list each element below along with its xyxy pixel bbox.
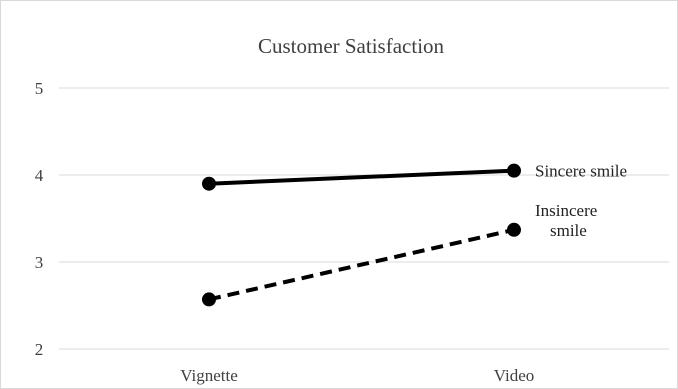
series-label-sincere-smile: Sincere smile <box>535 162 627 181</box>
series-sincere-smile <box>202 163 521 191</box>
series-label-line-1: Sincere smile <box>535 162 627 181</box>
data-point-sincere-smile-vignette <box>202 176 216 191</box>
series-insincere-smile <box>202 222 521 307</box>
data-point-insincere-smile-vignette <box>202 292 216 307</box>
series-line-insincere-smile <box>208 227 515 302</box>
y-tick-label-3: 3 <box>35 253 44 272</box>
gridlines <box>59 87 669 350</box>
y-axis-ticks: 2 3 4 5 <box>35 79 44 359</box>
series-label-insincere-smile: Insincere smile <box>535 201 597 240</box>
data-point-sincere-smile-video <box>507 163 521 178</box>
y-tick-label-5: 5 <box>35 79 44 98</box>
data-point-insincere-smile-video <box>507 222 521 237</box>
series-labels: Sincere smile Insincere smile <box>535 162 627 240</box>
series-label-line-1: Insincere <box>535 201 597 220</box>
series-line-sincere-smile <box>208 168 515 186</box>
x-tick-label-video: Video <box>494 366 535 385</box>
y-tick-label-2: 2 <box>35 340 44 359</box>
series <box>202 163 521 307</box>
x-tick-label-vignette: Vignette <box>180 366 238 385</box>
chart-title: Customer Satisfaction <box>258 34 445 58</box>
x-axis-ticks: Vignette Video <box>180 366 534 385</box>
series-label-line-2: smile <box>550 221 587 240</box>
y-tick-label-4: 4 <box>35 166 44 185</box>
